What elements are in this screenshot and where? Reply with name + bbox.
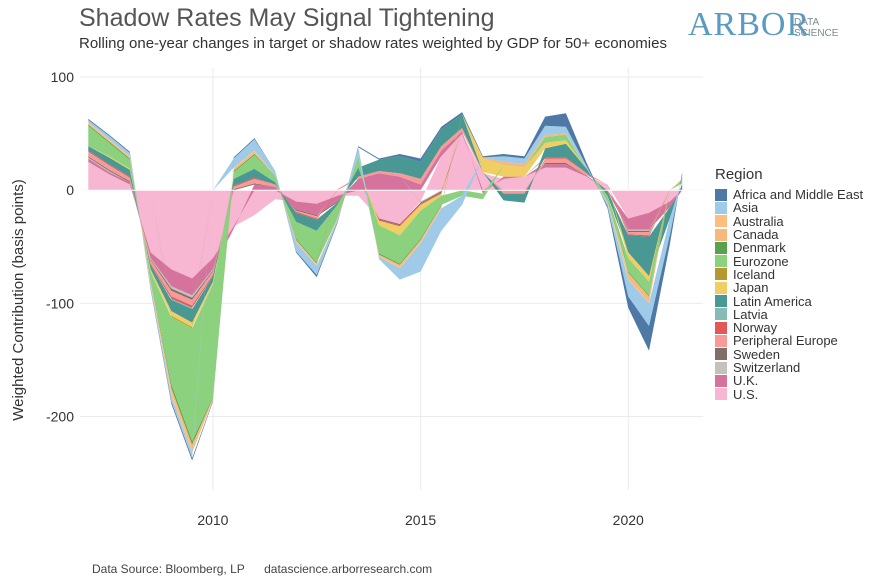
legend-label: Switzerland [733,360,801,376]
legend-items: Africa and Middle East Asia Australia Canad… [715,187,864,402]
legend-item-eurozone[interactable]: Eurozone [715,253,863,269]
legend-label: Norway [733,320,778,336]
legend-item-peripheral-europe[interactable]: Peripheral Europe [715,333,863,349]
legend-label: Latvia [733,306,768,322]
source-url: datascience.arborresearch.com [264,562,433,576]
legend-swatch [715,215,727,228]
legend: Region Africa and Middle East Asia Austral… [715,166,864,402]
legend-item-norway[interactable]: Norway [715,320,863,336]
stacked-areas [88,112,683,461]
y-tick-labels: 100 0 -100 -200 [46,69,74,424]
legend-item-asia[interactable]: Asia [715,200,863,216]
legend-item-latvia[interactable]: Latvia [715,306,863,322]
legend-label: U.K. [733,373,759,389]
source-text: Data Source: Bloomberg, LP [92,562,245,576]
legend-swatch [715,268,727,281]
legend-swatch [715,321,727,334]
legend-label: Canada [733,227,779,243]
legend-item-iceland[interactable]: Iceland [715,266,863,282]
legend-label: Denmark [733,240,786,256]
logo-subtext: DATA SCIENCE [794,17,838,39]
legend-item-denmark[interactable]: Denmark [715,240,863,256]
legend-title: Region [715,166,763,183]
legend-swatch [715,295,727,308]
chart-subtitle: Rolling one-year changes in target or sh… [79,35,667,52]
legend-item-u-s[interactable]: U.S. [715,386,863,402]
area-u-s [88,133,683,279]
y-tick-label: -100 [46,295,74,311]
y-tick-label: 0 [66,182,74,198]
chart-title: Shadow Rates May Signal Tightening [79,4,495,32]
legend-item-australia[interactable]: Australia [715,213,863,229]
y-tick-label: 100 [51,69,75,85]
y-tick-label: -200 [46,408,74,424]
legend-swatch [715,334,727,347]
legend-swatch [715,281,727,294]
legend-label: Japan [733,280,769,296]
y-axis-label: Weighted Contribution (basis points) [10,179,27,421]
legend-label: Asia [733,200,759,216]
x-tick-label: 2020 [613,512,644,528]
x-tick-label: 2015 [405,512,436,528]
legend-swatch [715,388,727,401]
legend-item-japan[interactable]: Japan [715,280,863,296]
legend-item-u-k[interactable]: U.K. [715,373,863,389]
legend-label: Iceland [733,266,775,282]
legend-item-latin-america[interactable]: Latin America [715,293,863,309]
legend-label: Sweden [733,346,780,362]
logo-wordmark: ARBOR [688,6,811,43]
legend-swatch [715,228,727,241]
data-source: Data Source: Bloomberg, LP datascience.a… [92,562,448,576]
area-u-k [88,131,683,296]
legend-swatch [715,255,727,268]
legend-swatch [715,348,727,361]
legend-swatch [715,201,727,214]
legend-label: Peripheral Europe [733,333,838,349]
legend-item-switzerland[interactable]: Switzerland [715,360,863,376]
x-tick-label: 2010 [197,512,228,528]
legend-swatch [715,374,727,387]
legend-label: Africa and Middle East [733,187,864,203]
legend-label: Australia [733,213,784,229]
legend-label: U.S. [733,386,759,402]
legend-item-sweden[interactable]: Sweden [715,346,863,362]
legend-label: Eurozone [733,253,789,269]
legend-item-africa-and-middle-east[interactable]: Africa and Middle East [715,187,864,203]
logo-sub-line-1: DATA [794,17,820,28]
legend-label: Latin America [733,293,812,309]
legend-item-canada[interactable]: Canada [715,227,863,243]
legend-swatch [715,308,727,321]
legend-swatch [715,241,727,254]
x-tick-labels: 2010 2015 2020 [197,512,644,528]
legend-swatch [715,188,727,201]
logo-sub-line-2: SCIENCE [794,28,839,39]
legend-swatch [715,361,727,374]
arbor-logo: ARBOR DATA SCIENCE [688,6,838,44]
